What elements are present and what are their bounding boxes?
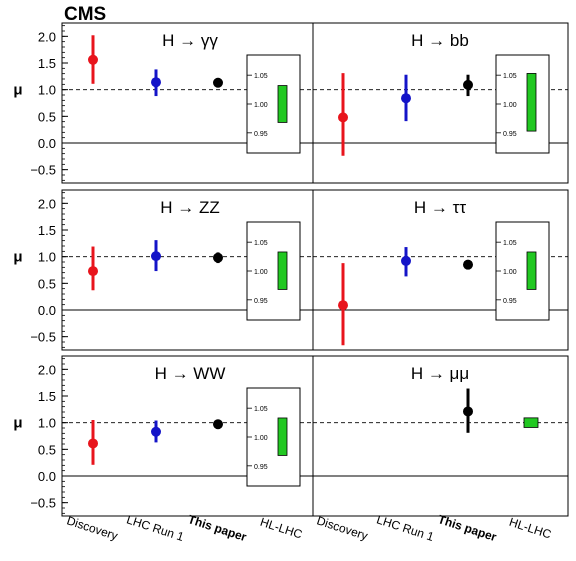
channel-label: H → ZZ <box>160 198 220 217</box>
y-tick-label: 1.0 <box>38 83 56 98</box>
hl-lhc-inset <box>495 54 550 154</box>
inset-tick-label: 0.95 <box>254 298 268 305</box>
y-tick-label: 1.0 <box>38 250 56 265</box>
x-category-label: Discovery <box>65 513 119 543</box>
data-point <box>151 426 161 437</box>
data-point <box>88 266 98 277</box>
panel-frame <box>61 355 569 517</box>
x-category-label: HL-LHC <box>507 515 553 542</box>
y-axis-label: μ <box>13 249 22 266</box>
inset-tick-label: 0.95 <box>254 131 268 138</box>
channel-label: H → γγ <box>162 31 218 50</box>
y-tick-label: −0.5 <box>30 330 56 345</box>
channel-label: H → bb <box>411 31 469 50</box>
inset-tick-label: 1.05 <box>503 73 517 80</box>
data-point <box>151 251 161 262</box>
x-category-label: This paper <box>436 512 498 544</box>
y-tick-label: −0.5 <box>30 163 56 178</box>
inset-tick-label: 0.95 <box>503 298 517 305</box>
hl-lhc-band <box>277 85 288 123</box>
data-point <box>338 300 348 311</box>
data-point <box>213 77 223 88</box>
data-point <box>401 93 411 104</box>
y-tick-label: 0.5 <box>38 442 56 457</box>
y-tick-label: 1.0 <box>38 416 56 431</box>
y-tick-label: 0.0 <box>38 303 56 318</box>
y-tick-label: 2.0 <box>38 29 56 44</box>
data-point <box>463 79 473 90</box>
inset-tick-label: 1.00 <box>254 435 268 442</box>
hl-lhc-band <box>526 73 537 132</box>
hl-lhc-band <box>277 417 288 456</box>
cms-title: CMS <box>64 4 106 25</box>
data-point <box>463 406 473 417</box>
inset-tick-label: 1.05 <box>254 240 268 247</box>
panel-frame <box>61 22 569 184</box>
channel-label: H → μμ <box>411 364 469 383</box>
inset-tick-label: 1.00 <box>254 102 268 109</box>
channel-label: H → WW <box>155 364 226 383</box>
panel-frame <box>61 189 569 351</box>
y-tick-label: −0.5 <box>30 496 56 511</box>
data-point <box>463 259 473 270</box>
hl-lhc-inset <box>246 54 301 154</box>
inset-tick-label: 1.05 <box>254 406 268 413</box>
y-tick-label: 1.5 <box>38 223 56 238</box>
hl-lhc-inset <box>246 387 301 487</box>
y-tick-label: 0.5 <box>38 276 56 291</box>
y-tick-label: 1.5 <box>38 389 56 404</box>
inset-tick-label: 1.00 <box>503 102 517 109</box>
data-point <box>338 112 348 123</box>
data-point <box>401 255 411 266</box>
y-tick-label: 0.5 <box>38 109 56 124</box>
x-category-label: This paper <box>186 512 248 544</box>
inset-tick-label: 0.95 <box>254 464 268 471</box>
data-point <box>151 77 161 88</box>
hl-lhc-inset <box>246 221 301 321</box>
x-category-label: LHC Run 1 <box>125 512 186 544</box>
inset-tick-label: 1.05 <box>254 73 268 80</box>
y-tick-label: 2.0 <box>38 196 56 211</box>
y-tick-label: 0.0 <box>38 136 56 151</box>
y-axis-label: μ <box>13 82 22 99</box>
inset-tick-label: 1.00 <box>503 269 517 276</box>
x-category-label: Discovery <box>315 513 369 543</box>
y-axis-label: μ <box>13 415 22 432</box>
hl-lhc-inset <box>495 221 550 321</box>
data-point <box>88 54 98 65</box>
inset-tick-label: 1.05 <box>503 240 517 247</box>
hl-lhc-projection <box>523 417 539 428</box>
data-point <box>88 438 98 449</box>
y-tick-label: 0.0 <box>38 469 56 484</box>
y-tick-label: 2.0 <box>38 362 56 377</box>
y-tick-label: 1.5 <box>38 56 56 71</box>
channel-label: H → ττ <box>414 198 466 217</box>
inset-tick-label: 0.95 <box>503 131 517 138</box>
x-category-label: LHC Run 1 <box>375 512 436 544</box>
data-point <box>213 419 223 430</box>
inset-tick-label: 1.00 <box>254 269 268 276</box>
x-category-label: HL-LHC <box>258 515 304 542</box>
hl-lhc-band <box>277 251 288 290</box>
data-point <box>213 252 223 263</box>
hl-lhc-band <box>526 251 537 290</box>
